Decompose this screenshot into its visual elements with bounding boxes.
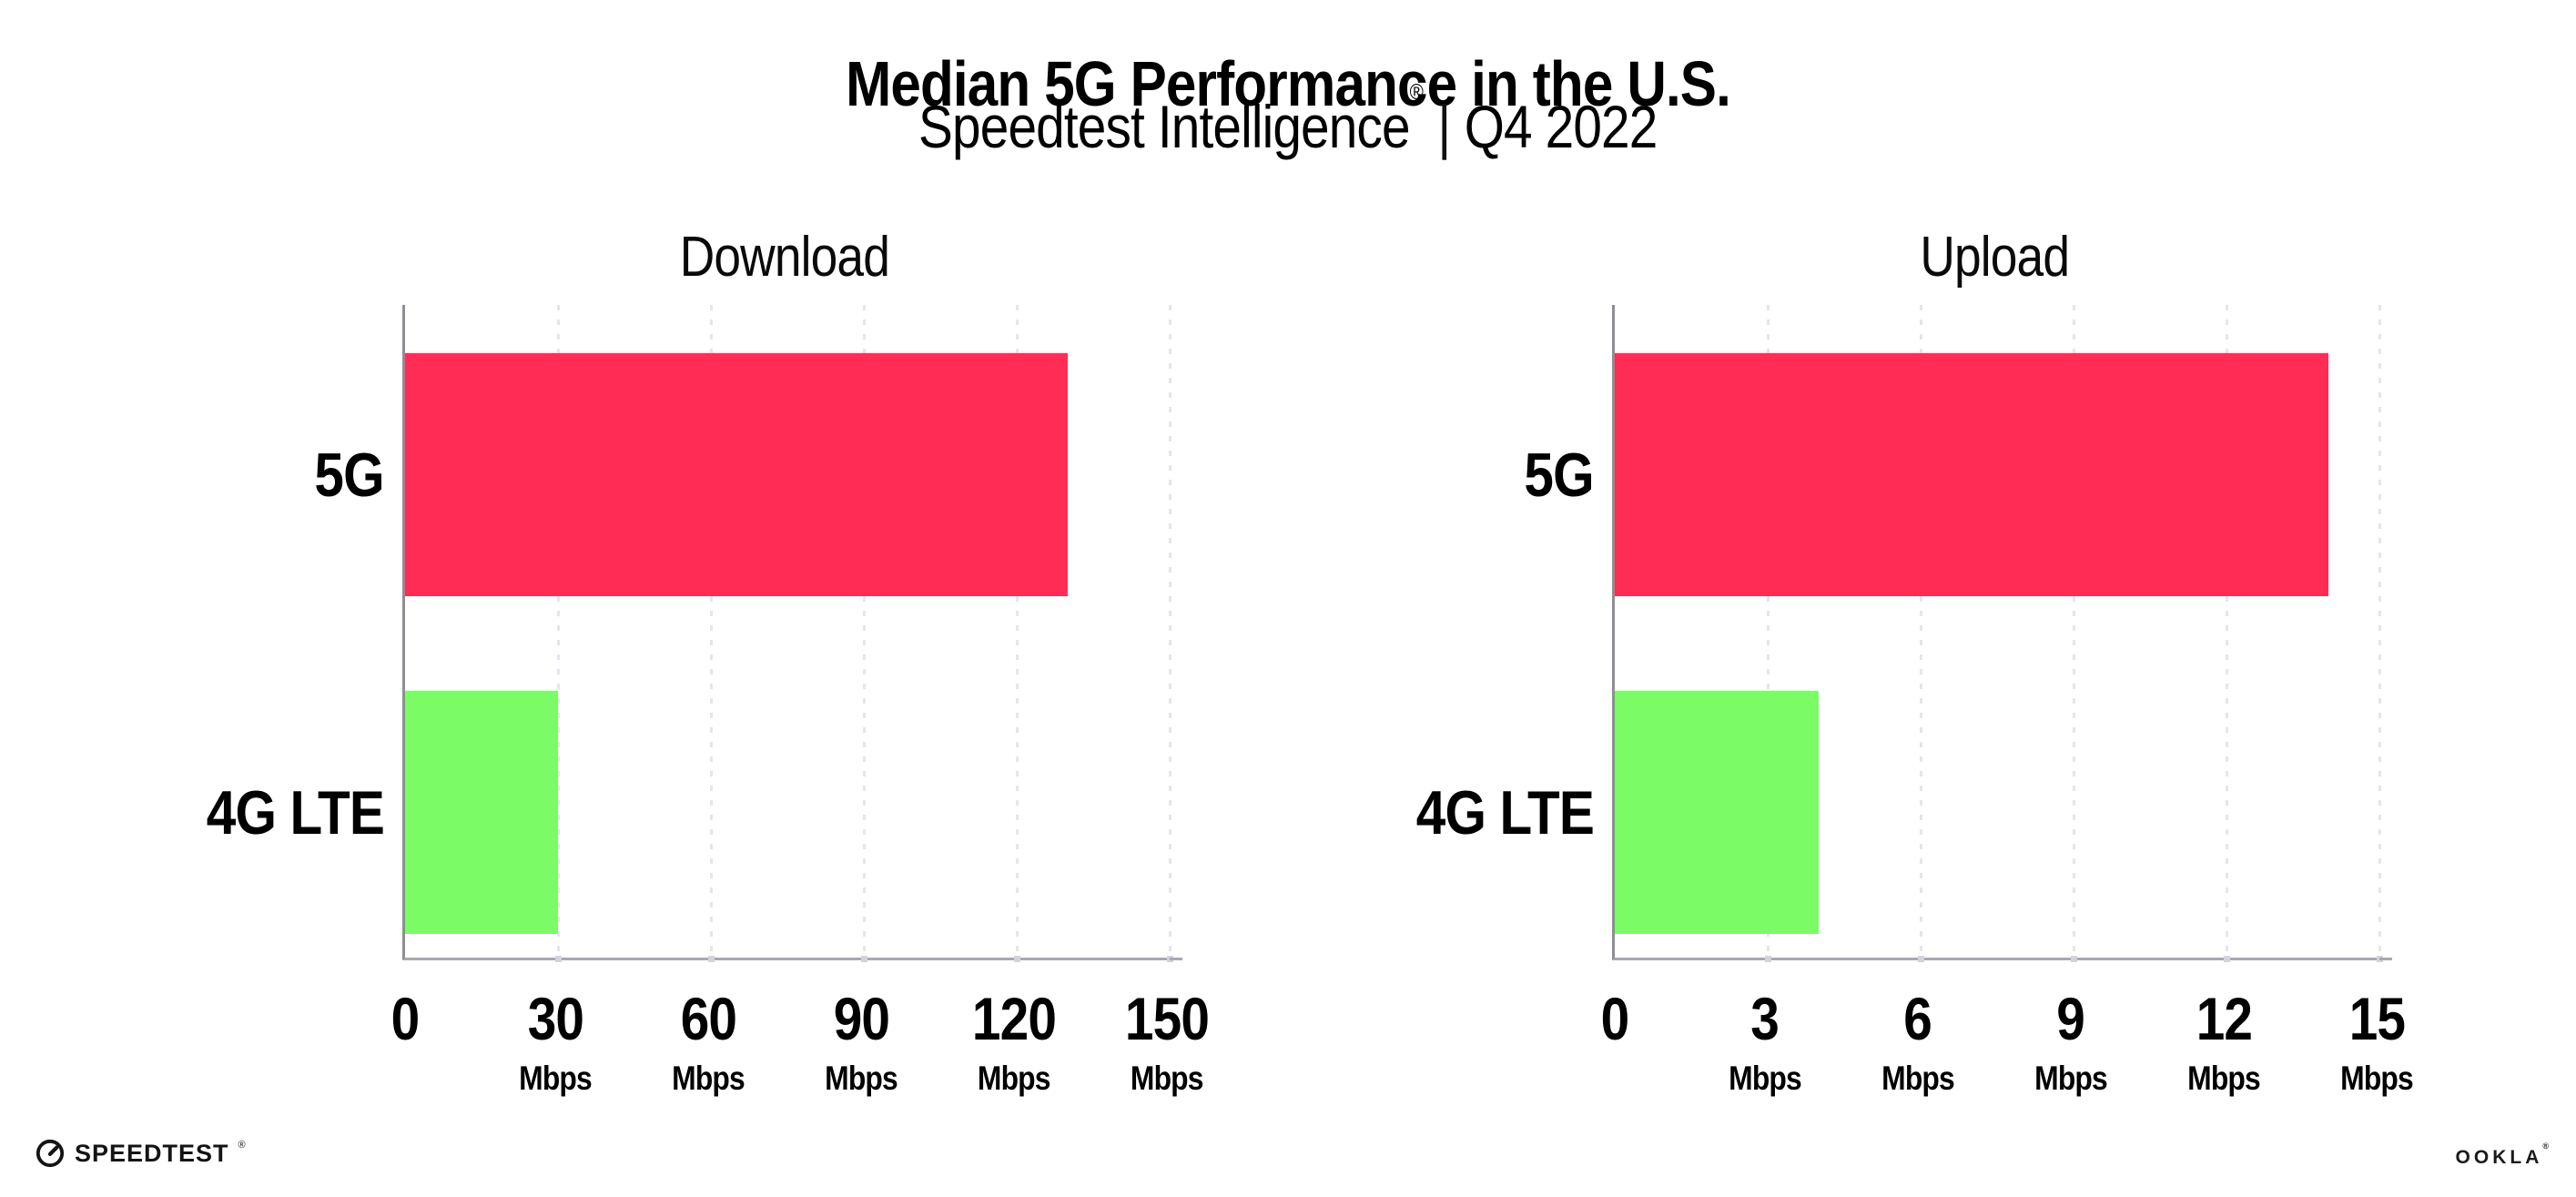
ookla-registered-mark: ® bbox=[2542, 1141, 2549, 1151]
category-label-4g-lte: 4G LTE bbox=[1415, 778, 1595, 847]
category-label-5g: 5G bbox=[1524, 441, 1595, 510]
tick-label: 6 Mbps bbox=[1881, 985, 1955, 1097]
gridline bbox=[554, 305, 562, 962]
gridline bbox=[1917, 305, 1924, 962]
bar-4g-lte-download bbox=[405, 691, 558, 934]
page-subtitle: Speedtest Intelligence® | Q4 2022 bbox=[0, 80, 2576, 160]
tick-label: 3 Mbps bbox=[1729, 985, 1802, 1097]
bar-5g-download bbox=[405, 353, 1068, 596]
tick-label: 9 Mbps bbox=[2034, 985, 2108, 1097]
speedtest-wordmark: SPEEDTEST bbox=[75, 1140, 229, 1167]
tick-label: 150 Mbps bbox=[1124, 985, 1210, 1097]
subtitle-brand: Speedtest Intelligence bbox=[918, 93, 1410, 160]
upload-chart-title: Upload bbox=[1920, 226, 2070, 289]
bar-5g-upload bbox=[1615, 353, 2328, 596]
ookla-wordmark: OOKLA bbox=[2455, 1147, 2543, 1168]
speedtest-logo: SPEEDTEST ® bbox=[35, 1134, 246, 1172]
download-chart-title: Download bbox=[679, 226, 890, 289]
category-label-4g-lte: 4G LTE bbox=[206, 778, 385, 847]
tick-label: 30 Mbps bbox=[519, 985, 593, 1097]
download-x-axis-ticks: 0 30 Mbps 60 Mbps 90 Mbps 120 Mbps 150 Mbps bbox=[391, 985, 1210, 1124]
download-plot-area bbox=[402, 305, 1182, 962]
tick-label: 90 Mbps bbox=[825, 985, 898, 1097]
subtitle-separator: | bbox=[1437, 93, 1452, 160]
tick-label: 12 Mbps bbox=[2187, 985, 2261, 1097]
page-subtitle-text: Speedtest Intelligence® | Q4 2022 bbox=[918, 80, 1658, 160]
ookla-logo: OOKLA® bbox=[2456, 1140, 2549, 1172]
gridline bbox=[1013, 305, 1020, 962]
bar-4g-lte-upload bbox=[1615, 691, 1819, 934]
gridline bbox=[707, 305, 715, 962]
download-chart: Download 5G 4G LTE 0 30 Mbps 60 Mbps 90 Mbp… bbox=[207, 209, 1210, 1129]
category-label-5g: 5G bbox=[314, 441, 385, 510]
tick-label: 120 Mbps bbox=[971, 985, 1057, 1097]
gridline bbox=[2070, 305, 2077, 962]
gridline bbox=[1166, 305, 1173, 962]
subtitle-period: Q4 2022 bbox=[1464, 93, 1658, 160]
tick-label: 60 Mbps bbox=[672, 985, 745, 1097]
registered-mark: ® bbox=[1409, 80, 1425, 105]
upload-plot-area bbox=[1612, 305, 2392, 962]
gridline bbox=[2223, 305, 2230, 962]
upload-chart: Upload 5G 4G LTE 0 3 Mbps 6 Mbps 9 Mbps 12 M… bbox=[1416, 209, 2414, 1129]
speedtest-gauge-icon bbox=[35, 1139, 65, 1168]
tick-label: 0 bbox=[390, 985, 421, 1052]
tick-label: 0 bbox=[1600, 985, 1630, 1052]
page-title-text: Median 5G Performance in the U.S. bbox=[846, 47, 1731, 119]
upload-x-axis-ticks: 0 3 Mbps 6 Mbps 9 Mbps 12 Mbps 15 Mbps bbox=[1601, 985, 2414, 1124]
gridline bbox=[1764, 305, 1771, 962]
page-title: Median 5G Performance in the U.S. bbox=[0, 50, 2576, 117]
gridline bbox=[2376, 305, 2383, 962]
gridline bbox=[860, 305, 867, 962]
tick-label: 15 Mbps bbox=[2340, 985, 2414, 1097]
speedtest-registered-mark: ® bbox=[238, 1140, 246, 1151]
